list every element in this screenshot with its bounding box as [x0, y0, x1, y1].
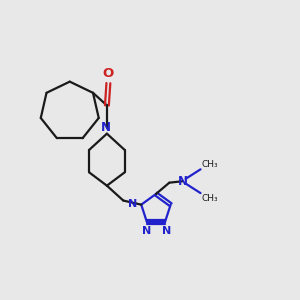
Text: N: N: [178, 175, 188, 188]
Text: O: O: [103, 67, 114, 80]
Text: N: N: [162, 226, 171, 236]
Text: N: N: [101, 121, 111, 134]
Text: N: N: [142, 226, 151, 236]
Text: N: N: [128, 199, 137, 209]
Text: CH₃: CH₃: [201, 194, 218, 203]
Text: CH₃: CH₃: [201, 160, 218, 169]
